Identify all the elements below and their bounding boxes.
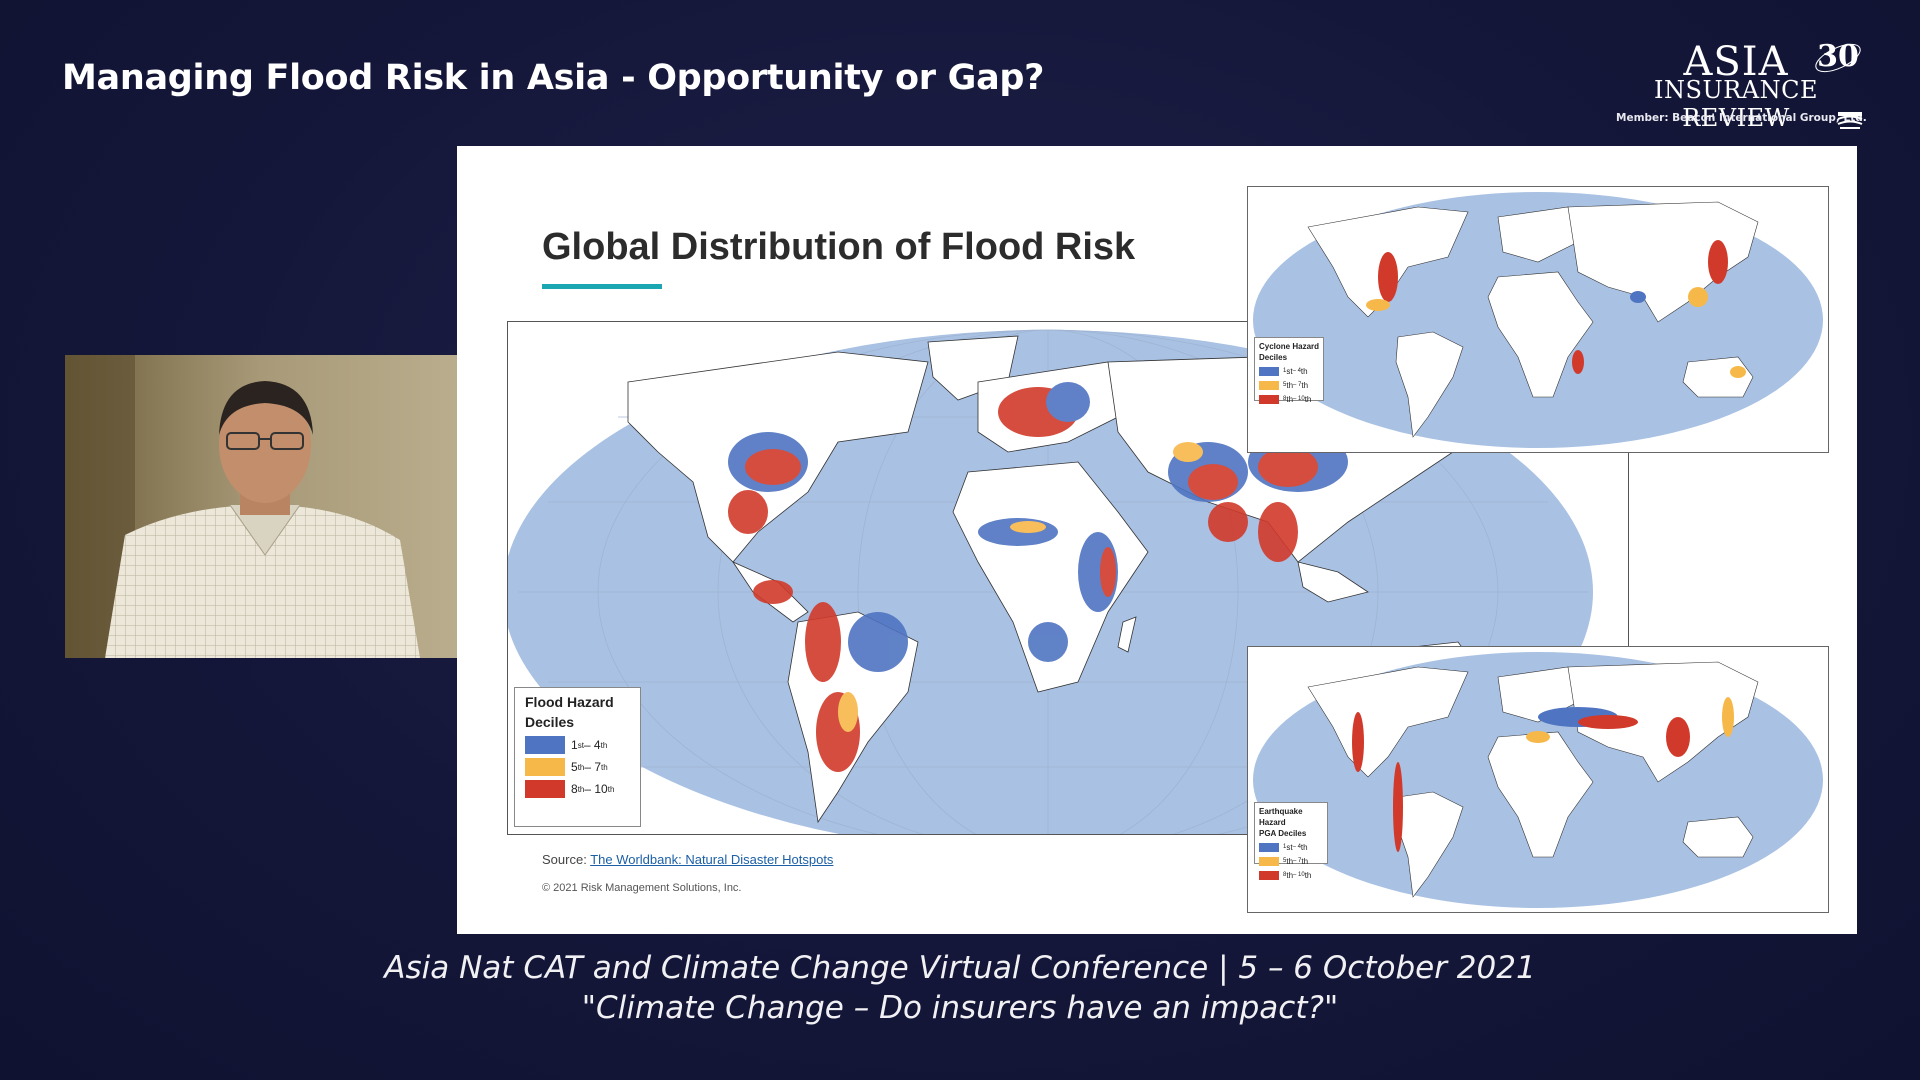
logo-line-asia: ASIA [1683,39,1789,85]
session-title: Managing Flood Risk in Asia - Opportunit… [62,58,1045,98]
conference-name: Asia Nat CAT and Climate Change Virtual … [384,950,1536,986]
legend-title: Flood Hazard Deciles [525,694,614,730]
legend-swatch-high [525,780,565,798]
logo-line-insurance-review: INSURANCE REVIEW [1654,76,1818,132]
member-text: Member: Beacon International Group, Ltd. [1616,112,1867,124]
anniversary-swirl-icon [1815,43,1861,73]
asia-insurance-review-logo: ASIA INSURANCE REVIEW 30 Member: Beacon … [1610,38,1870,134]
cyclone-map-graphic [1253,192,1823,448]
presentation-slide: Global Distribution of Flood Risk [457,146,1857,934]
legend-swatch-mid [525,758,565,776]
conference-theme: "Climate Change – Do insurers have an im… [581,990,1339,1026]
source-link[interactable]: The Worldbank: Natural Disaster Hotspots [590,852,834,867]
earthquake-map-graphic [1253,652,1823,908]
copyright-text: © 2021 Risk Management Solutions, Inc. [542,882,742,894]
slide-title: Global Distribution of Flood Risk [542,226,1136,268]
anniversary-badge: 30 [1815,38,1861,80]
anniversary-number: 30 [1817,39,1859,74]
beacon-logo-icon [1837,112,1863,129]
speaker-video [65,355,457,658]
source-line: Source: The Worldbank: Natural Disaster … [542,852,834,867]
legend-swatch-low [525,736,565,754]
person-video-feed-icon [65,355,457,658]
title-underline [542,284,662,289]
